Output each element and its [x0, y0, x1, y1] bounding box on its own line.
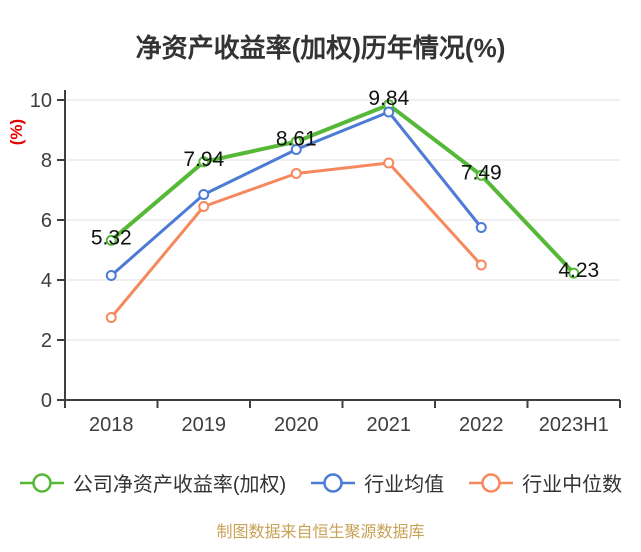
legend-item-company-roe[interactable]: 公司净资产收益率(加权): [19, 468, 286, 497]
line-chart-canvas: 0 2 4 6 8 10 2018 2019 2020 2021 2022 2023H1 5.32 7.9…: [30, 87, 621, 436]
legend-line-marker-icon: [469, 472, 514, 493]
legend-label-industry-median: 行业中位数: [522, 474, 623, 496]
svg-text:2023H1: 2023H1: [539, 414, 609, 436]
svg-text:7.94: 7.94: [183, 148, 224, 171]
legend-label-industry-mean: 行业均值: [364, 474, 445, 496]
svg-text:10: 10: [30, 90, 52, 112]
legend-item-industry-mean[interactable]: 行业均值: [310, 468, 444, 497]
svg-text:9.84: 9.84: [368, 87, 409, 110]
svg-text:2019: 2019: [182, 414, 227, 436]
data-source-note: 制图数据来自恒生聚源数据库: [216, 524, 425, 541]
svg-text:2022: 2022: [459, 414, 504, 436]
chart-legend: 公司净资产收益率(加权) 行业均值 行业中位数: [0, 468, 641, 497]
svg-text:0: 0: [41, 390, 52, 412]
svg-text:2018: 2018: [89, 414, 134, 436]
svg-text:2020: 2020: [274, 414, 319, 436]
svg-text:6: 6: [41, 210, 52, 232]
legend-line-marker-icon: [311, 472, 356, 493]
svg-text:8.61: 8.61: [276, 128, 317, 151]
svg-text:2021: 2021: [367, 414, 412, 436]
legend-label-company-roe: 公司净资产收益率(加权): [72, 474, 287, 496]
svg-text:2: 2: [41, 330, 52, 352]
legend-item-industry-median[interactable]: 行业中位数: [468, 468, 622, 497]
svg-text:5.32: 5.32: [91, 226, 132, 249]
svg-text:4.23: 4.23: [558, 259, 599, 282]
svg-text:8: 8: [41, 150, 52, 172]
svg-text:4: 4: [41, 270, 52, 292]
svg-text:7.49: 7.49: [461, 161, 502, 184]
legend-line-marker-icon: [19, 472, 64, 493]
chart-title: 净资产收益率(加权)历年情况(%): [135, 33, 506, 63]
